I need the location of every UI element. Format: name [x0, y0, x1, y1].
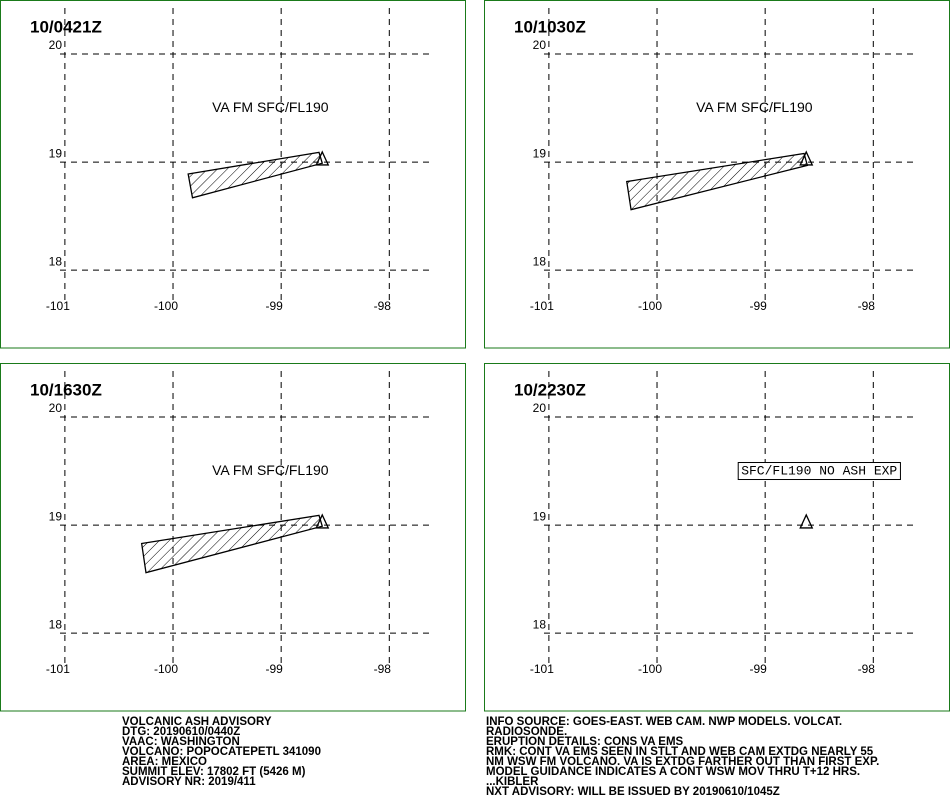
advisory-line: MODEL GUIDANCE INDICATES A CONT WSW MOV … [486, 766, 860, 778]
x-tick-label: -99 [749, 299, 767, 313]
x-tick-label: -98 [858, 299, 876, 313]
ash-polygon [626, 152, 809, 211]
valid-time: 10/1630Z [30, 380, 102, 399]
valid-time: 10/2230Z [514, 380, 586, 399]
x-tick-label: -101 [530, 299, 554, 313]
y-tick-label: 20 [49, 401, 63, 415]
y-tick-label: 18 [533, 254, 547, 268]
advisory-line: RADIOSONDE. [486, 726, 567, 738]
panel-border [0, 0, 466, 349]
advisory-line: RMK: CONT VA EMS SEEN IN STLT AND WEB CA… [486, 746, 874, 758]
map-panel: -101 -100 -99 -98 18 19 20 10/1630Z VA FM SFC/FL… [0, 363, 466, 712]
advisory-line: VAAC: WASHINGTON [122, 736, 240, 748]
ash-annotation: VA FM SFC/FL190 [212, 99, 329, 115]
volcano-marker [799, 150, 814, 166]
y-tick-label: 19 [49, 146, 63, 160]
advisory-line: ADVISORY NR: 2019/411 [122, 776, 256, 788]
y-tick-label: 18 [49, 254, 63, 268]
valid-time: 10/0421Z [30, 17, 102, 36]
x-tick-label: -100 [154, 299, 178, 313]
x-tick-label: -98 [858, 662, 876, 676]
volcano-marker [315, 513, 330, 529]
advisory-line: NM WSW FM VOLCANO. VA IS EXTDG FARTHER O… [486, 756, 879, 768]
y-tick-label: 19 [533, 509, 547, 523]
map-panel: -101 -100 -99 -98 18 19 20 10/2230Z SFC/FL190 NO… [484, 363, 950, 712]
y-tick-label: 18 [49, 617, 63, 631]
panel-border [0, 363, 466, 712]
volcano-marker [315, 150, 330, 166]
advisory-line: ERUPTION DETAILS: CONS VA EMS [486, 736, 684, 748]
x-tick-label: -99 [749, 662, 767, 676]
y-tick-label: 18 [533, 617, 547, 631]
panel-border [484, 363, 950, 712]
valid-time: 10/1030Z [514, 17, 586, 36]
x-tick-label: -98 [374, 299, 392, 313]
x-tick-label: -101 [46, 299, 70, 313]
x-tick-label: -99 [265, 299, 283, 313]
y-tick-label: 19 [49, 509, 63, 523]
advisory-line: VOLCANIC ASH ADVISORY [122, 716, 272, 728]
x-tick-label: -98 [374, 662, 392, 676]
annotation-box [737, 462, 901, 481]
advisory-line: ...KIBLER [486, 776, 539, 788]
y-tick-label: 20 [533, 401, 547, 415]
x-tick-label: -101 [46, 662, 70, 676]
ash-annotation: VA FM SFC/FL190 [212, 462, 329, 478]
advisory-line: NXT ADVISORY: WILL BE ISSUED BY 20190610… [486, 786, 780, 798]
volcano-marker [799, 513, 814, 529]
y-tick-label: 20 [49, 38, 63, 52]
y-tick-label: 20 [533, 38, 547, 52]
x-tick-label: -101 [530, 662, 554, 676]
advisory-line: AREA: MEXICO [122, 756, 207, 768]
ash-polygon [187, 151, 324, 199]
y-tick-label: 19 [533, 146, 547, 160]
map-panel: -101 -100 -99 -98 18 19 20 10/1030Z VA FM SFC/FL… [484, 0, 950, 349]
x-tick-label: -100 [154, 662, 178, 676]
x-tick-label: -99 [265, 662, 283, 676]
x-tick-label: -100 [638, 662, 662, 676]
map-panel: -101 -100 -99 -98 18 19 20 10/0421Z VA FM SFC/FL… [0, 0, 466, 349]
x-tick-label: -100 [638, 299, 662, 313]
advisory-line: SUMMIT ELEV: 17802 FT (5426 M) [122, 766, 306, 778]
advisory-line: INFO SOURCE: GOES-EAST. WEB CAM. NWP MOD… [486, 716, 842, 728]
ash-annotation: SFC/FL190 NO ASH EXP [741, 464, 897, 479]
ash-polygon [140, 514, 324, 574]
advisory-line: VOLCANO: POPOCATEPETL 341090 [122, 746, 321, 758]
ash-annotation: VA FM SFC/FL190 [696, 99, 813, 115]
advisory-line: DTG: 20190610/0440Z [122, 726, 240, 738]
